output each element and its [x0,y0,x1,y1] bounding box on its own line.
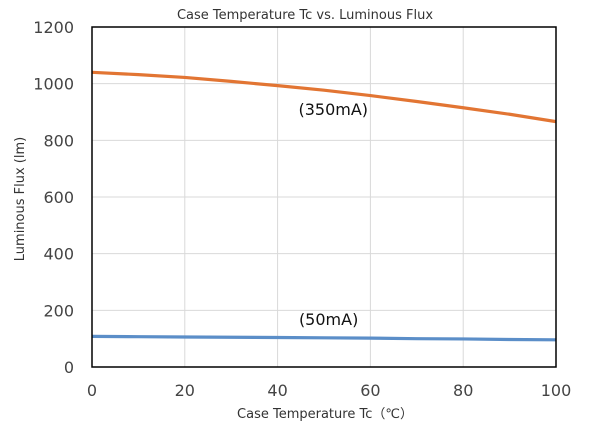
chart-title: Case Temperature Tc vs. Luminous Flux [177,8,433,23]
y-tick-label: 800 [43,131,74,150]
x-tick-label: 40 [267,381,287,400]
annotation-label: (350mA) [298,100,368,119]
y-tick-label: 600 [43,188,74,207]
x-tick-label: 100 [541,381,572,400]
annotations: (350mA) (50mA) [298,100,368,329]
x-axis-label: Case Temperature Tc（℃） [237,407,413,422]
grid [92,27,556,367]
y-axis-label: Luminous Flux (lm) [13,137,28,261]
series-line-50ma [91,334,557,342]
series-line-350ma [91,70,557,124]
x-tick-label: 20 [175,381,195,400]
y-tick-label: 200 [43,301,74,320]
x-tick-label: 0 [87,381,97,400]
plot-area-frame [91,26,557,368]
y-tick-label: 0 [64,358,74,377]
x-tick-label: 60 [360,381,380,400]
y-tick-label: 400 [43,245,74,264]
annotation-label: (50mA) [299,310,358,329]
series-lines [91,70,557,342]
x-tick-label: 80 [453,381,473,400]
y-tick-label: 1200 [33,18,74,37]
y-tick-label: 1000 [33,75,74,94]
